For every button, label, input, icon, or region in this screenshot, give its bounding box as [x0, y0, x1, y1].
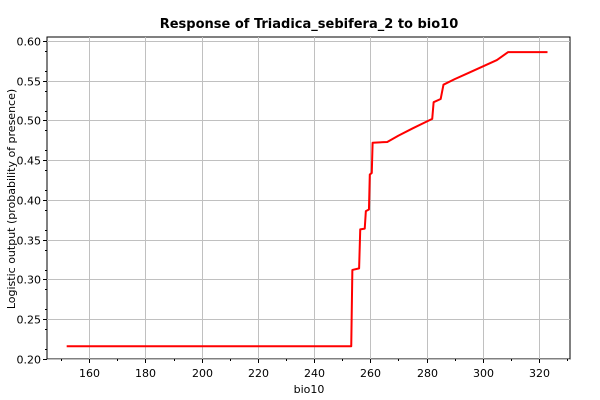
y-tick-label: 0.45 [17, 155, 42, 168]
x-tick-label: 260 [360, 367, 381, 380]
series-layer [66, 51, 548, 348]
x-tick-label: 200 [192, 367, 213, 380]
y-tick-label: 0.35 [17, 235, 42, 248]
plot-area [46, 36, 571, 360]
y-tick-label: 0.25 [17, 314, 42, 327]
y-axis-label: Logistic output (probability of presence… [5, 89, 18, 309]
x-tick-label: 240 [304, 367, 325, 380]
y-tick-label: 0.30 [17, 274, 42, 287]
x-tick-label: 300 [473, 367, 494, 380]
y-tick-label: 0.55 [17, 76, 42, 89]
y-tick-label: 0.60 [17, 36, 42, 49]
x-tick-label: 160 [79, 367, 100, 380]
grid-lines [47, 37, 570, 360]
x-tick-label: 220 [248, 367, 269, 380]
x-axis-label: bio10 [294, 383, 325, 396]
chart-title: Response of Triadica_sebifera_2 to bio10 [160, 17, 459, 32]
x-tick-label: 180 [135, 367, 156, 380]
x-tick-label: 320 [529, 367, 550, 380]
y-tick-label: 0.40 [17, 195, 42, 208]
x-tick-label: 280 [417, 367, 438, 380]
y-tick-label: 0.20 [17, 354, 42, 367]
response-curve [66, 51, 548, 348]
y-tick-label: 0.50 [17, 115, 42, 128]
axis-ticks: 160 180 200 220 240 260 280 300 320 0.20 0.25 0.30 0… [17, 36, 568, 380]
